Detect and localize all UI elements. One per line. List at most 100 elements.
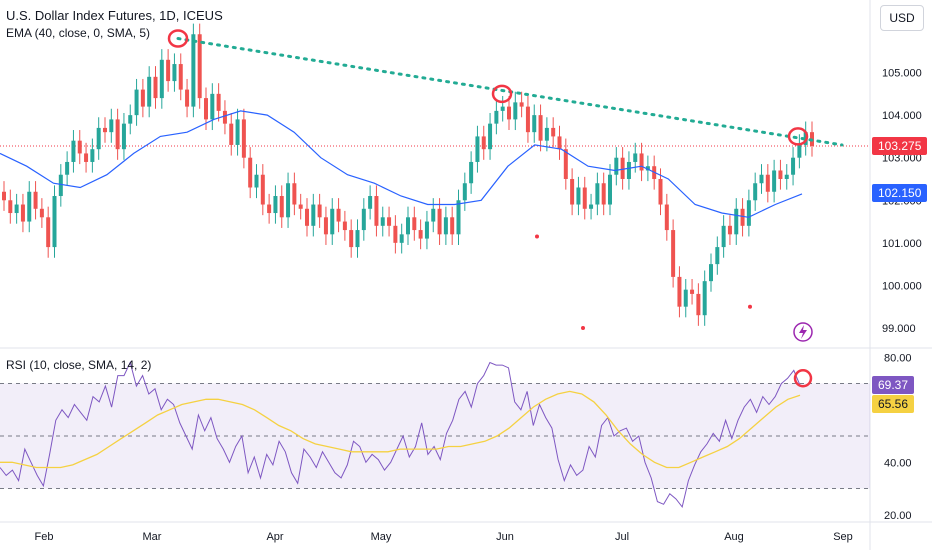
candle-body <box>418 230 423 239</box>
candle-body <box>191 34 196 107</box>
rsi-tick-label: 20.00 <box>884 510 912 522</box>
candle-body <box>292 183 297 205</box>
last-price-tag: 103.275 <box>872 137 928 155</box>
candle-body <box>33 191 38 209</box>
candle-body <box>727 225 732 235</box>
candle-body <box>563 149 568 179</box>
time-tick-label: Mar <box>143 531 162 543</box>
candle-body <box>715 247 720 265</box>
candle-body <box>532 115 537 133</box>
candle-body <box>90 149 95 162</box>
candle-body <box>121 123 126 150</box>
candle-body <box>507 106 511 120</box>
candle-body <box>424 221 429 239</box>
candle-body <box>387 217 392 226</box>
candle-body <box>103 127 107 133</box>
candle-body <box>330 208 335 235</box>
candle-body <box>185 89 190 107</box>
time-tick-label: Apr <box>266 531 283 543</box>
candle-body <box>166 59 171 82</box>
candle-body <box>721 225 726 248</box>
signal-dot <box>581 325 585 330</box>
candle-body <box>140 89 145 107</box>
candle-body <box>178 64 183 90</box>
candle-body <box>734 208 739 235</box>
candle-body <box>216 93 221 111</box>
candle-body <box>147 76 152 107</box>
candle-body <box>128 115 133 124</box>
candle-body <box>406 217 410 235</box>
candle-body <box>664 204 669 231</box>
lightning-icon <box>793 322 813 342</box>
candle-body <box>709 264 713 282</box>
candle-body <box>456 200 461 235</box>
ema-legend: EMA (40, close, 0, SMA, 5) <box>6 26 151 40</box>
candle-body <box>696 293 701 316</box>
candle-body <box>368 196 373 209</box>
candle-body <box>431 208 436 222</box>
candle-body <box>544 127 549 141</box>
candle-body <box>690 289 695 294</box>
candle-body <box>753 183 758 201</box>
candle-body <box>614 157 619 175</box>
candle-body <box>342 221 347 231</box>
candle-body <box>197 34 202 99</box>
markup-circle <box>787 127 809 146</box>
candle-body <box>27 191 32 222</box>
candle-body <box>557 136 562 150</box>
candle-body <box>519 102 524 107</box>
candle-body <box>260 174 265 205</box>
candle-body <box>412 217 417 231</box>
candle-body <box>525 106 530 133</box>
candle-body <box>469 161 474 184</box>
candle-body <box>153 76 158 99</box>
currency-button[interactable]: USD <box>880 5 924 31</box>
candle-body <box>311 204 316 226</box>
signal-dot <box>748 304 752 309</box>
candle-body <box>273 196 278 214</box>
candle-body <box>222 110 227 124</box>
candle-body <box>481 136 486 150</box>
candle-body <box>39 208 44 218</box>
candle-body <box>620 157 625 179</box>
candle-body <box>109 119 114 133</box>
candle-body <box>317 204 322 218</box>
candle-body <box>298 204 303 209</box>
candle-body <box>658 178 663 205</box>
candle-body <box>589 204 594 209</box>
candle-body <box>488 123 493 150</box>
candle-body <box>355 230 360 248</box>
candle-body <box>582 187 587 209</box>
candle-body <box>393 225 398 243</box>
price-tick-label: 104.000 <box>882 110 922 122</box>
time-tick-label: Feb <box>35 531 54 543</box>
signal-dot <box>535 234 539 239</box>
candle-body <box>601 183 606 205</box>
price-tick-label: 105.000 <box>882 68 922 80</box>
candle-body <box>134 89 139 116</box>
candle-body <box>784 174 789 179</box>
candle-body <box>172 64 177 82</box>
candle-body <box>204 98 208 120</box>
markup-circle <box>167 29 189 48</box>
candle-body <box>305 208 309 226</box>
candle-body <box>633 153 638 162</box>
time-tick-label: Jul <box>615 531 629 543</box>
candle-body <box>84 153 89 162</box>
candle-body <box>267 204 272 214</box>
candle-body <box>475 136 480 162</box>
price-tick-label: 101.000 <box>882 238 922 250</box>
candle-body <box>570 178 575 205</box>
price-tick-label: 100.000 <box>882 280 922 292</box>
rsi-tick-label: 80.00 <box>884 352 912 364</box>
ema-line <box>0 110 803 218</box>
candle-body <box>772 170 777 192</box>
candle-body <box>46 217 51 248</box>
candle-body <box>765 174 770 192</box>
rsi-ma-line <box>0 390 801 469</box>
candle-body <box>52 196 57 248</box>
candle-body <box>450 217 455 235</box>
rsi-ma-value-tag: 65.56 <box>872 395 915 413</box>
